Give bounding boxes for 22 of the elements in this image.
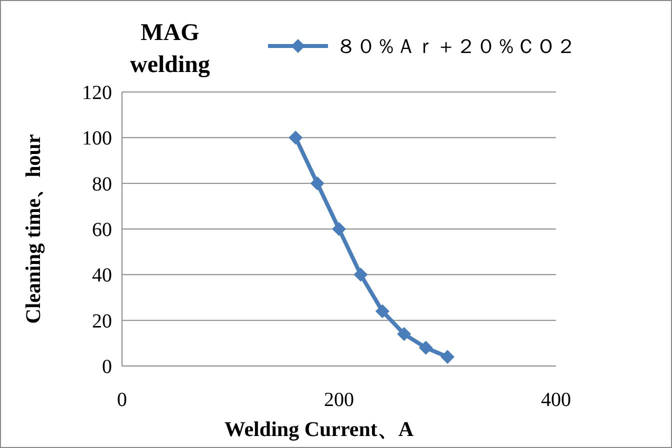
legend-label: ８０％Ａｒ＋２０％ＣＯ２ <box>336 36 576 58</box>
point <box>375 304 390 318</box>
y-axis-title: Cleaning time、hour <box>21 134 45 324</box>
point <box>440 350 454 364</box>
y-tick-label: 100 <box>82 128 112 150</box>
point <box>332 222 346 236</box>
x-axis-title: Welding Current、A <box>224 417 414 441</box>
y-tick-label: 20 <box>92 310 112 332</box>
y-tick-label: 120 <box>82 82 112 104</box>
y-tick-label: 40 <box>92 264 112 287</box>
y-tick-label: 60 <box>92 219 112 241</box>
chart-title: MAG welding <box>130 20 210 78</box>
point <box>288 130 303 145</box>
point <box>354 268 368 282</box>
x-tick-label: 0 <box>117 389 127 411</box>
x-tick-label: 400 <box>541 389 571 411</box>
y-tick-label: 80 <box>92 173 112 196</box>
point <box>418 340 433 355</box>
x-tick-label: 200 <box>324 389 354 411</box>
point <box>310 176 324 190</box>
point <box>397 327 412 342</box>
y-tick-label: 0 <box>102 356 112 378</box>
